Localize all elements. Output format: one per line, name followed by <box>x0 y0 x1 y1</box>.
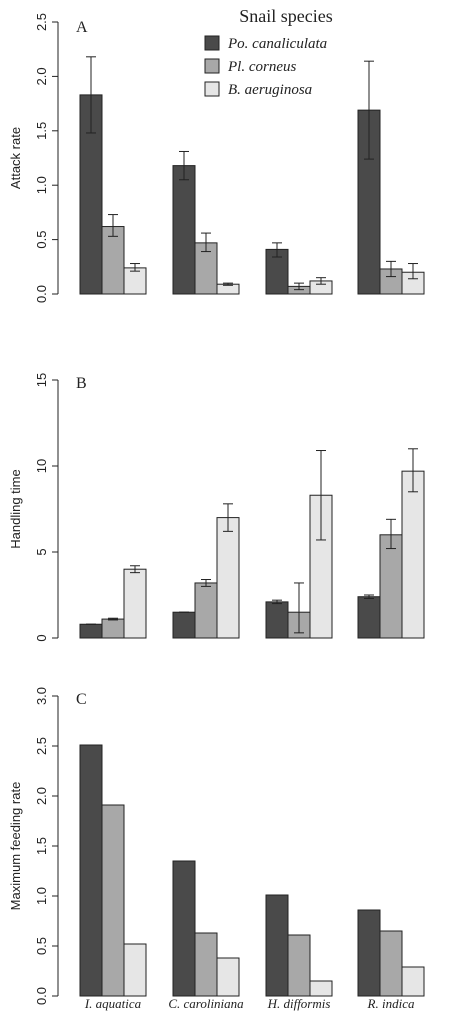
y-tick-label: 2.0 <box>34 787 49 805</box>
bar <box>194 932 218 997</box>
bar <box>379 930 403 997</box>
legend-swatch <box>204 58 220 74</box>
bar <box>216 517 240 639</box>
y-tick-label: 0.5 <box>34 937 49 955</box>
y-axis-title: Attack rate <box>8 127 23 189</box>
y-tick-label: 2.0 <box>34 67 49 85</box>
y-tick-label: 0 <box>34 634 49 641</box>
y-tick-label: 1.5 <box>34 122 49 140</box>
bar <box>265 894 289 997</box>
bar <box>123 267 147 295</box>
y-tick-label: 2.5 <box>34 737 49 755</box>
legend-swatch <box>204 35 220 51</box>
bar <box>401 470 425 639</box>
bar <box>101 618 125 639</box>
bar <box>101 804 125 997</box>
y-tick-label: 0.0 <box>34 987 49 1005</box>
category-axis-labels: I. aquatica C. caroliniana H. difformis R. … <box>84 996 415 1011</box>
y-tick-label: 0.5 <box>34 231 49 249</box>
legend: Snail species Po. canaliculata Pl. corneus… <box>204 6 333 98</box>
legend-title: Snail species <box>239 6 332 26</box>
y-tick-label: 5 <box>34 548 49 555</box>
panel-c: 0.0 0.5 1.0 1.5 2.0 2.5 3.0 Maximum feeding rat… <box>8 687 425 1005</box>
legend-entry: Pl. corneus <box>227 59 296 75</box>
panel-b: 0 5 10 15 Handling time B <box>8 373 425 642</box>
legend-swatch <box>204 81 220 97</box>
category-label: I. aquatica <box>84 996 142 1011</box>
y-tick-label: 2.5 <box>34 13 49 31</box>
bar <box>79 744 103 997</box>
bar <box>79 623 103 639</box>
panel-label: B <box>76 375 87 392</box>
legend-entry: Po. canaliculata <box>227 36 327 52</box>
category-label: H. difformis <box>267 996 331 1011</box>
bar <box>379 534 403 639</box>
panel-label: A <box>76 19 88 36</box>
bar <box>309 980 333 997</box>
bar <box>265 601 289 639</box>
bar <box>216 957 240 997</box>
y-tick-label: 1.0 <box>34 176 49 194</box>
bar <box>172 860 196 997</box>
y-tick-label: 1.5 <box>34 837 49 855</box>
y-tick-label: 3.0 <box>34 687 49 705</box>
bar <box>401 966 425 997</box>
y-tick-label: 1.0 <box>34 887 49 905</box>
bar <box>123 568 147 639</box>
bar <box>357 596 381 639</box>
bar <box>194 582 218 639</box>
bar <box>172 165 196 295</box>
panel-label: C <box>76 691 87 708</box>
legend-entry: B. aeruginosa <box>228 82 312 98</box>
bar <box>172 611 196 639</box>
y-tick-label: 0.0 <box>34 285 49 303</box>
y-axis-title: Maximum feeding rate <box>8 782 23 911</box>
bar <box>123 943 147 997</box>
y-tick-label: 15 <box>34 373 49 387</box>
category-label: C. caroliniana <box>168 996 244 1011</box>
bar <box>287 934 311 997</box>
y-tick-label: 10 <box>34 459 49 473</box>
y-axis-title: Handling time <box>8 469 23 549</box>
category-label: R. indica <box>367 996 415 1011</box>
bar <box>357 909 381 997</box>
panel-a: 0.0 0.5 1.0 1.5 2.0 2.5 Attack rate A <box>8 13 425 303</box>
